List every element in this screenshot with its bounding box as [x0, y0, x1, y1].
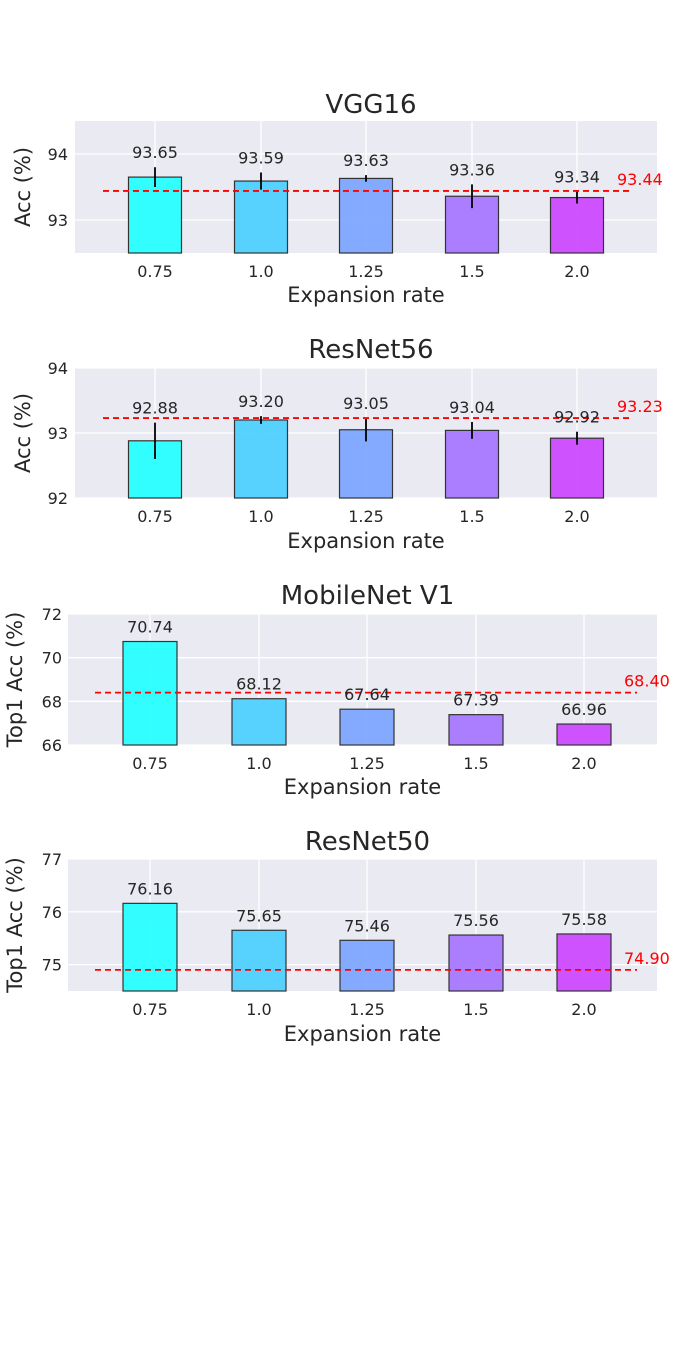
y-tick-label: 92 — [48, 489, 68, 508]
bar — [339, 708, 395, 746]
x-tick-label: 1.25 — [348, 262, 384, 281]
data-label: 66.96 — [561, 700, 607, 719]
x-tick-label: 2.0 — [564, 507, 589, 526]
chart-panel: 74.90 76.16 75.65 75.46 75.56 75.58 75 76 77 0.75… — [3, 827, 670, 1046]
data-label: 75.65 — [236, 906, 282, 925]
y-tick-label: 66 — [42, 736, 62, 755]
x-axis-label: Expansion rate — [287, 283, 444, 307]
y-tick-label: 93 — [48, 211, 68, 230]
x-tick-label: 2.0 — [564, 262, 589, 281]
chart-title: ResNet50 — [305, 827, 430, 857]
x-axis-label: Expansion rate — [284, 1022, 441, 1046]
x-tick-label: 0.75 — [132, 1000, 168, 1019]
chart-title: ResNet56 — [308, 335, 433, 365]
x-tick-label: 1.25 — [348, 507, 384, 526]
y-tick-label: 68 — [42, 692, 62, 711]
x-tick-label: 1.25 — [349, 1000, 385, 1019]
x-axis-label: Expansion rate — [284, 775, 441, 799]
data-label: 93.04 — [449, 398, 495, 417]
y-tick-label: 94 — [48, 145, 68, 164]
x-tick-label: 1.0 — [248, 262, 273, 281]
y-tick-label: 76 — [42, 903, 62, 922]
x-tick-label: 2.0 — [571, 1000, 596, 1019]
reference-label: 93.23 — [617, 397, 663, 416]
bar — [122, 902, 178, 992]
reference-label: 74.90 — [624, 949, 670, 968]
data-label: 75.58 — [561, 910, 607, 929]
chart-title: MobileNet V1 — [281, 581, 455, 611]
bar — [338, 177, 394, 254]
bar — [231, 698, 287, 746]
x-tick-label: 0.75 — [137, 262, 173, 281]
bar — [549, 196, 605, 254]
data-label: 93.34 — [554, 168, 600, 187]
data-label: 68.12 — [236, 675, 282, 694]
data-label: 75.56 — [453, 911, 499, 930]
bar — [444, 429, 500, 499]
y-tick-label: 94 — [48, 359, 68, 378]
bar — [556, 933, 612, 992]
data-label: 75.46 — [344, 916, 390, 935]
y-axis-label: Acc (%) — [11, 147, 35, 227]
x-tick-label: 1.5 — [459, 262, 484, 281]
x-tick-label: 0.75 — [132, 754, 168, 773]
data-label: 92.88 — [132, 399, 178, 418]
data-label: 92.92 — [554, 408, 600, 427]
bar — [127, 176, 183, 254]
data-label: 70.74 — [127, 618, 173, 637]
data-label: 93.20 — [238, 392, 284, 411]
chart-panel: 68.40 70.74 68.12 67.64 67.39 66.96 66 68 70 72 0.… — [3, 581, 670, 799]
x-tick-label: 1.0 — [248, 507, 273, 526]
data-label: 93.63 — [343, 151, 389, 170]
bar — [448, 934, 504, 992]
bar — [233, 180, 289, 254]
data-label: 67.64 — [344, 685, 390, 704]
data-label: 93.65 — [132, 143, 178, 162]
data-label: 93.59 — [238, 148, 284, 167]
data-label: 93.36 — [449, 160, 495, 179]
chart-title: VGG16 — [325, 90, 416, 120]
x-tick-label: 1.0 — [246, 754, 271, 773]
bar — [233, 419, 289, 499]
y-axis-label: Top1 Acc (%) — [3, 612, 27, 749]
bar — [339, 939, 395, 992]
bar — [448, 714, 504, 746]
reference-label: 68.40 — [624, 672, 670, 691]
x-tick-label: 0.75 — [137, 507, 173, 526]
bar — [231, 929, 287, 992]
x-tick-label: 1.25 — [349, 754, 385, 773]
y-tick-label: 77 — [42, 850, 62, 869]
x-tick-label: 1.5 — [463, 754, 488, 773]
y-axis-label: Top1 Acc (%) — [3, 857, 27, 994]
x-tick-label: 2.0 — [571, 754, 596, 773]
bar — [549, 437, 605, 499]
bar — [556, 723, 612, 746]
chart-panel: 93.44 93.65 93.59 93.63 93.36 93.34 93 94 0.75 1.… — [11, 90, 663, 307]
x-tick-label: 1.0 — [246, 1000, 271, 1019]
y-tick-label: 72 — [42, 605, 62, 624]
y-tick-label: 75 — [42, 956, 62, 975]
y-tick-label: 93 — [48, 424, 68, 443]
x-tick-label: 1.5 — [459, 507, 484, 526]
data-label: 76.16 — [127, 879, 173, 898]
data-label: 93.05 — [343, 394, 389, 413]
y-axis-label: Acc (%) — [11, 393, 35, 473]
data-label: 67.39 — [453, 691, 499, 710]
reference-label: 93.44 — [617, 170, 663, 189]
chart-panel: 93.23 92.88 93.20 93.05 93.04 92.92 92 93 94 0.75… — [11, 335, 663, 553]
x-axis-label: Expansion rate — [287, 529, 444, 553]
x-tick-label: 1.5 — [463, 1000, 488, 1019]
y-tick-label: 70 — [42, 649, 62, 668]
